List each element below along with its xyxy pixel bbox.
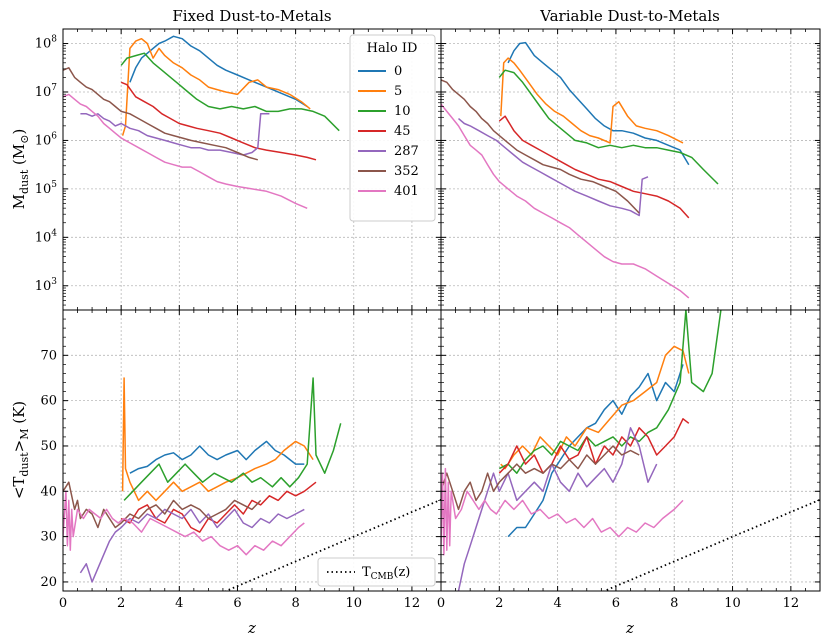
series-287-fixed-mass	[80, 113, 270, 156]
legend-cmb-label: TCMB(z)	[362, 565, 410, 582]
series-401-fixed-temp	[63, 490, 305, 556]
legend-halo-id: Halo ID 0 5 10 45 287 352 401	[349, 34, 436, 222]
series-5-variable-temp	[500, 345, 690, 470]
ytick-label-mass: 107	[35, 83, 58, 100]
xtick-label: 10	[724, 596, 741, 611]
ytick-label-mass: 104	[35, 228, 58, 245]
series-401-variable-temp	[441, 467, 684, 556]
xtick-label: 8	[670, 596, 678, 611]
ytick-label-temp: 40	[40, 484, 57, 499]
ytick-label-mass: 105	[35, 180, 58, 197]
xtick-label: 12	[783, 596, 800, 611]
series-0-variable-temp	[507, 364, 684, 538]
ylabel-dust-temp: <Tdust>M (K)	[10, 401, 31, 499]
series-5-variable-mass	[500, 57, 684, 144]
panel-frame-tr	[440, 28, 821, 311]
xtick-label: 0	[437, 596, 445, 611]
xtick-label: 2	[495, 596, 503, 611]
series-352-fixed-mass	[63, 67, 258, 161]
legend-label-287: 287	[394, 144, 419, 159]
series-401-fixed-mass	[63, 93, 308, 209]
legend-label-45: 45	[394, 124, 411, 139]
series-352-variable-mass	[441, 79, 640, 214]
xtick-label: 0	[59, 596, 67, 611]
xtick-label: 4	[553, 596, 561, 611]
ylabel-dust-mass: Mdust (M⊙)	[10, 129, 31, 210]
legend-label-10: 10	[394, 104, 411, 119]
series-10-fixed-mass	[120, 52, 340, 132]
xtick-label: 10	[345, 596, 362, 611]
series-45-fixed-mass	[120, 81, 317, 161]
series-10-variable-mass	[498, 69, 719, 185]
legend-label-0: 0	[394, 64, 402, 79]
legend-title: Halo ID	[367, 41, 418, 56]
series-0-fixed-mass	[129, 35, 308, 108]
axes-layer: 0 2 4 6 8 10 12 0 2 4 6 8 10 121031041051061071082030…	[35, 28, 821, 611]
xtick-label: 6	[233, 596, 241, 611]
cmb-line-br	[602, 498, 820, 591]
cmb-line-bl	[223, 498, 441, 591]
xtick-label: 12	[404, 596, 421, 611]
ytick-label-temp: 70	[40, 348, 57, 363]
xlabel-right: z	[625, 619, 634, 637]
title-fixed: Fixed Dust-to-Metals	[172, 7, 331, 25]
legend-cmb: TCMB(z)	[317, 557, 436, 587]
xtick-label: 4	[175, 596, 183, 611]
series-352-variable-temp	[441, 445, 640, 511]
ytick-label-temp: 20	[40, 575, 57, 590]
title-variable: Variable Dust-to-Metals	[539, 7, 720, 25]
series-5-fixed-mass	[121, 37, 311, 136]
ytick-label-mass: 103	[35, 277, 58, 294]
legend-label-352: 352	[394, 164, 419, 179]
xtick-label: 8	[291, 596, 299, 611]
ytick-label-temp: 60	[40, 394, 57, 409]
series-0-variable-mass	[507, 41, 690, 166]
series-10-fixed-temp	[123, 377, 342, 501]
series-10-variable-temp	[498, 310, 722, 474]
xtick-label: 2	[117, 596, 125, 611]
series-45-variable-mass	[498, 115, 690, 219]
ytick-label-temp: 50	[40, 439, 57, 454]
series-287-variable-temp	[457, 427, 658, 591]
ytick-label-mass: 106	[35, 131, 58, 148]
series-287-fixed-temp	[79, 508, 305, 583]
legend-label-401: 401	[394, 184, 419, 199]
ytick-label-temp: 30	[40, 530, 57, 545]
xlabel-left: z	[247, 619, 256, 637]
ytick-label-mass: 108	[35, 35, 58, 52]
series-5-fixed-temp	[121, 377, 314, 502]
series-0-fixed-temp	[129, 440, 305, 474]
data-layer	[63, 35, 820, 591]
legend-label-5: 5	[394, 84, 402, 99]
series-352-fixed-temp	[63, 481, 262, 529]
series-45-fixed-temp	[120, 481, 317, 533]
xtick-label: 6	[612, 596, 620, 611]
series-287-variable-mass	[458, 118, 649, 217]
series-401-variable-mass	[441, 103, 690, 299]
